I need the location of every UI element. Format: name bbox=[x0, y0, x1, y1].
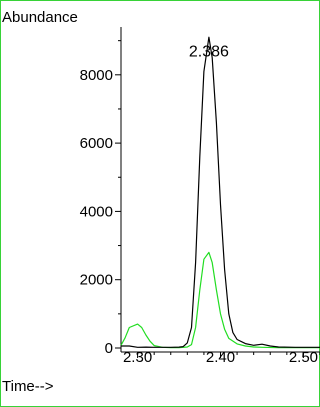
tick-labels: 0 2000 4000 6000 8000 2.30 2.40 2.50 2.386 bbox=[80, 43, 318, 366]
y-tick-label: 4000 bbox=[80, 203, 113, 220]
axes bbox=[115, 27, 320, 358]
x-axis-title: Time--> bbox=[2, 378, 54, 395]
series-line bbox=[120, 251, 320, 349]
y-axis-title: Abundance bbox=[2, 9, 78, 26]
y-tick-label: 6000 bbox=[80, 135, 113, 152]
x-tick-label: 2.30 bbox=[123, 349, 152, 366]
y-tick-label: 0 bbox=[105, 340, 113, 357]
peak-annotation: 2.386 bbox=[189, 43, 229, 60]
x-tick-label: 2.40 bbox=[206, 349, 235, 366]
traces bbox=[120, 36, 320, 349]
x-tick-label: 2.50 bbox=[289, 349, 318, 366]
y-tick-label: 8000 bbox=[80, 67, 113, 84]
y-tick-label: 2000 bbox=[80, 272, 113, 289]
series-line bbox=[121, 36, 320, 348]
